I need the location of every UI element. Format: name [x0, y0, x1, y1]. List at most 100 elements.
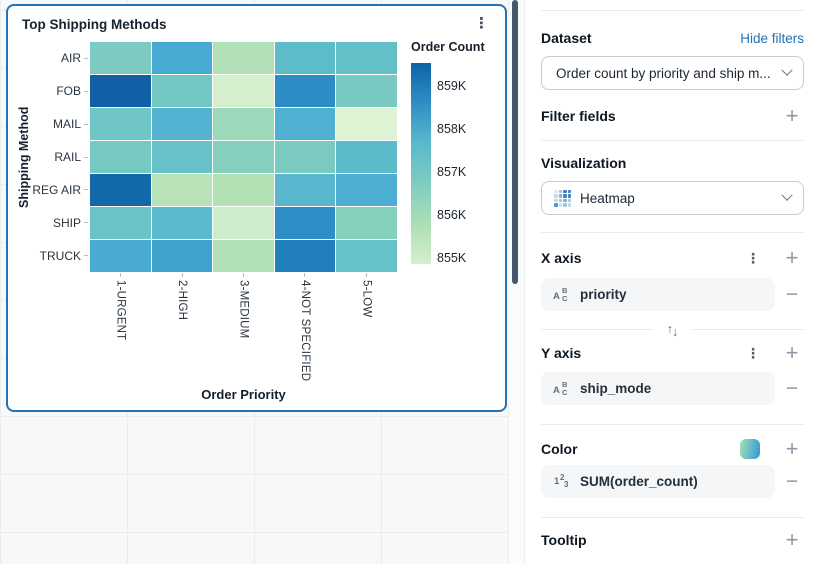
filter-fields-label: Filter fields [541, 108, 616, 124]
heatmap-cell[interactable] [274, 174, 336, 206]
legend-tick-label: 857K [437, 165, 467, 179]
heatmap-cell[interactable] [151, 75, 213, 107]
heatmap-cell[interactable] [90, 207, 151, 239]
heatmap-cell[interactable] [90, 108, 151, 140]
heatmap-cell[interactable] [213, 75, 274, 107]
dashboard-canvas: Top Shipping Methods ⋮ Shipping Method A… [0, 0, 508, 564]
y-category-label: RAIL [30, 141, 88, 174]
heatmap-cell[interactable] [274, 240, 336, 272]
y-axis-label: Y axis [541, 345, 582, 361]
heatmap-cell[interactable] [213, 174, 274, 206]
heatmap-cell[interactable] [336, 42, 397, 74]
kebab-menu-icon[interactable]: ⋮ [474, 15, 489, 32]
divider [541, 517, 804, 518]
y-axis-kebab-menu-icon[interactable]: ⋮ [746, 345, 760, 361]
visualization-selected-value: Heatmap [580, 190, 635, 206]
heatmap-grid [90, 42, 397, 272]
heatmap-cell[interactable] [274, 207, 336, 239]
y-category-label: REG AIR [30, 173, 88, 206]
add-x-axis-field-button[interactable]: + [785, 245, 799, 270]
add-filter-field-button[interactable]: + [785, 103, 799, 128]
dataset-section-header: Dataset Hide filters [541, 30, 804, 46]
divider [541, 140, 804, 141]
heatmap-cell[interactable] [336, 240, 397, 272]
y-category-label: AIR [30, 42, 88, 75]
color-label: Color [541, 441, 578, 457]
scrollbar-track[interactable] [508, 0, 524, 564]
legend-title: Order Count [411, 40, 485, 54]
heatmap-cell[interactable] [274, 75, 336, 107]
x-axis-field-name: priority [580, 287, 627, 302]
x-axis-labels: 1-URGENT 2-HIGH 3-MEDIUM 4-NOT SPECIFIED 5-L… [90, 273, 397, 385]
color-gradient-swatch[interactable] [740, 439, 760, 459]
heatmap-cell[interactable] [336, 75, 397, 107]
heatmap-cell[interactable] [213, 240, 274, 272]
divider [691, 328, 804, 330]
legend-tick-label: 858K [437, 122, 467, 136]
divider [541, 328, 654, 330]
heatmap-cell[interactable] [151, 42, 213, 74]
x-axis-section-header: X axis ⋮ + [541, 245, 804, 270]
heatmap-cell[interactable] [90, 240, 151, 272]
heatmap-cell[interactable] [90, 141, 151, 173]
x-axis-kebab-menu-icon[interactable]: ⋮ [746, 250, 760, 266]
x-category-label: 5-LOW [336, 273, 397, 385]
color-section-header: Color + [541, 436, 804, 461]
legend-gradient-bar [411, 63, 431, 264]
scrollbar-thumb[interactable] [512, 0, 518, 284]
visualization-select[interactable]: Heatmap [541, 181, 804, 215]
divider [541, 232, 804, 233]
y-category-label: SHIP [30, 206, 88, 239]
heatmap-cell[interactable] [151, 141, 213, 173]
heatmap-cell[interactable] [213, 108, 274, 140]
add-y-axis-field-button[interactable]: + [785, 340, 799, 365]
hide-filters-link[interactable]: Hide filters [740, 30, 804, 46]
heatmap-viz-icon [554, 189, 571, 207]
swap-axes-divider: ↑↓ [541, 319, 804, 339]
dataset-label: Dataset [541, 30, 592, 46]
heatmap-cell[interactable] [213, 42, 274, 74]
heatmap-cell[interactable] [151, 108, 213, 140]
dataset-selected-value: Order count by priority and ship m... [556, 65, 771, 81]
chevron-down-icon [781, 189, 793, 201]
add-tooltip-field-button[interactable]: + [785, 527, 799, 552]
divider [541, 424, 804, 425]
x-axis-title: Order Priority [201, 387, 286, 402]
chart-card[interactable]: Top Shipping Methods ⋮ Shipping Method A… [6, 4, 507, 412]
heatmap-cell[interactable] [90, 174, 151, 206]
heatmap-cell[interactable] [213, 141, 274, 173]
heatmap-cell[interactable] [151, 240, 213, 272]
y-category-label: TRUCK [30, 239, 88, 272]
heatmap-cell[interactable] [274, 108, 336, 140]
heatmap-cell[interactable] [274, 141, 336, 173]
heatmap-cell[interactable] [213, 207, 274, 239]
heatmap-cell[interactable] [151, 174, 213, 206]
heatmap-cell[interactable] [336, 207, 397, 239]
heatmap-cell[interactable] [274, 42, 336, 74]
legend-tick-label: 856K [437, 208, 467, 222]
swap-axes-icon[interactable]: ↑↓ [666, 322, 679, 339]
tooltip-label: Tooltip [541, 532, 587, 548]
dataset-select[interactable]: Order count by priority and ship m... [541, 56, 804, 90]
heatmap-cell[interactable] [336, 174, 397, 206]
heatmap-cell[interactable] [90, 75, 151, 107]
heatmap-cell[interactable] [336, 141, 397, 173]
y-axis-section-header: Y axis ⋮ + [541, 340, 804, 365]
remove-color-field-button[interactable]: − [785, 469, 799, 493]
heatmap-cell[interactable] [151, 207, 213, 239]
x-category-label: 4-NOT SPECIFIED [274, 273, 335, 385]
add-color-field-button[interactable]: + [785, 436, 799, 461]
visualization-label: Visualization [541, 155, 627, 171]
filter-fields-section-header: Filter fields + [541, 103, 804, 128]
remove-y-axis-field-button[interactable]: − [785, 376, 799, 400]
y-axis-field-name: ship_mode [580, 381, 652, 396]
remove-x-axis-field-button[interactable]: − [785, 282, 799, 306]
heatmap-cell[interactable] [336, 108, 397, 140]
heatmap-cell[interactable] [90, 42, 151, 74]
